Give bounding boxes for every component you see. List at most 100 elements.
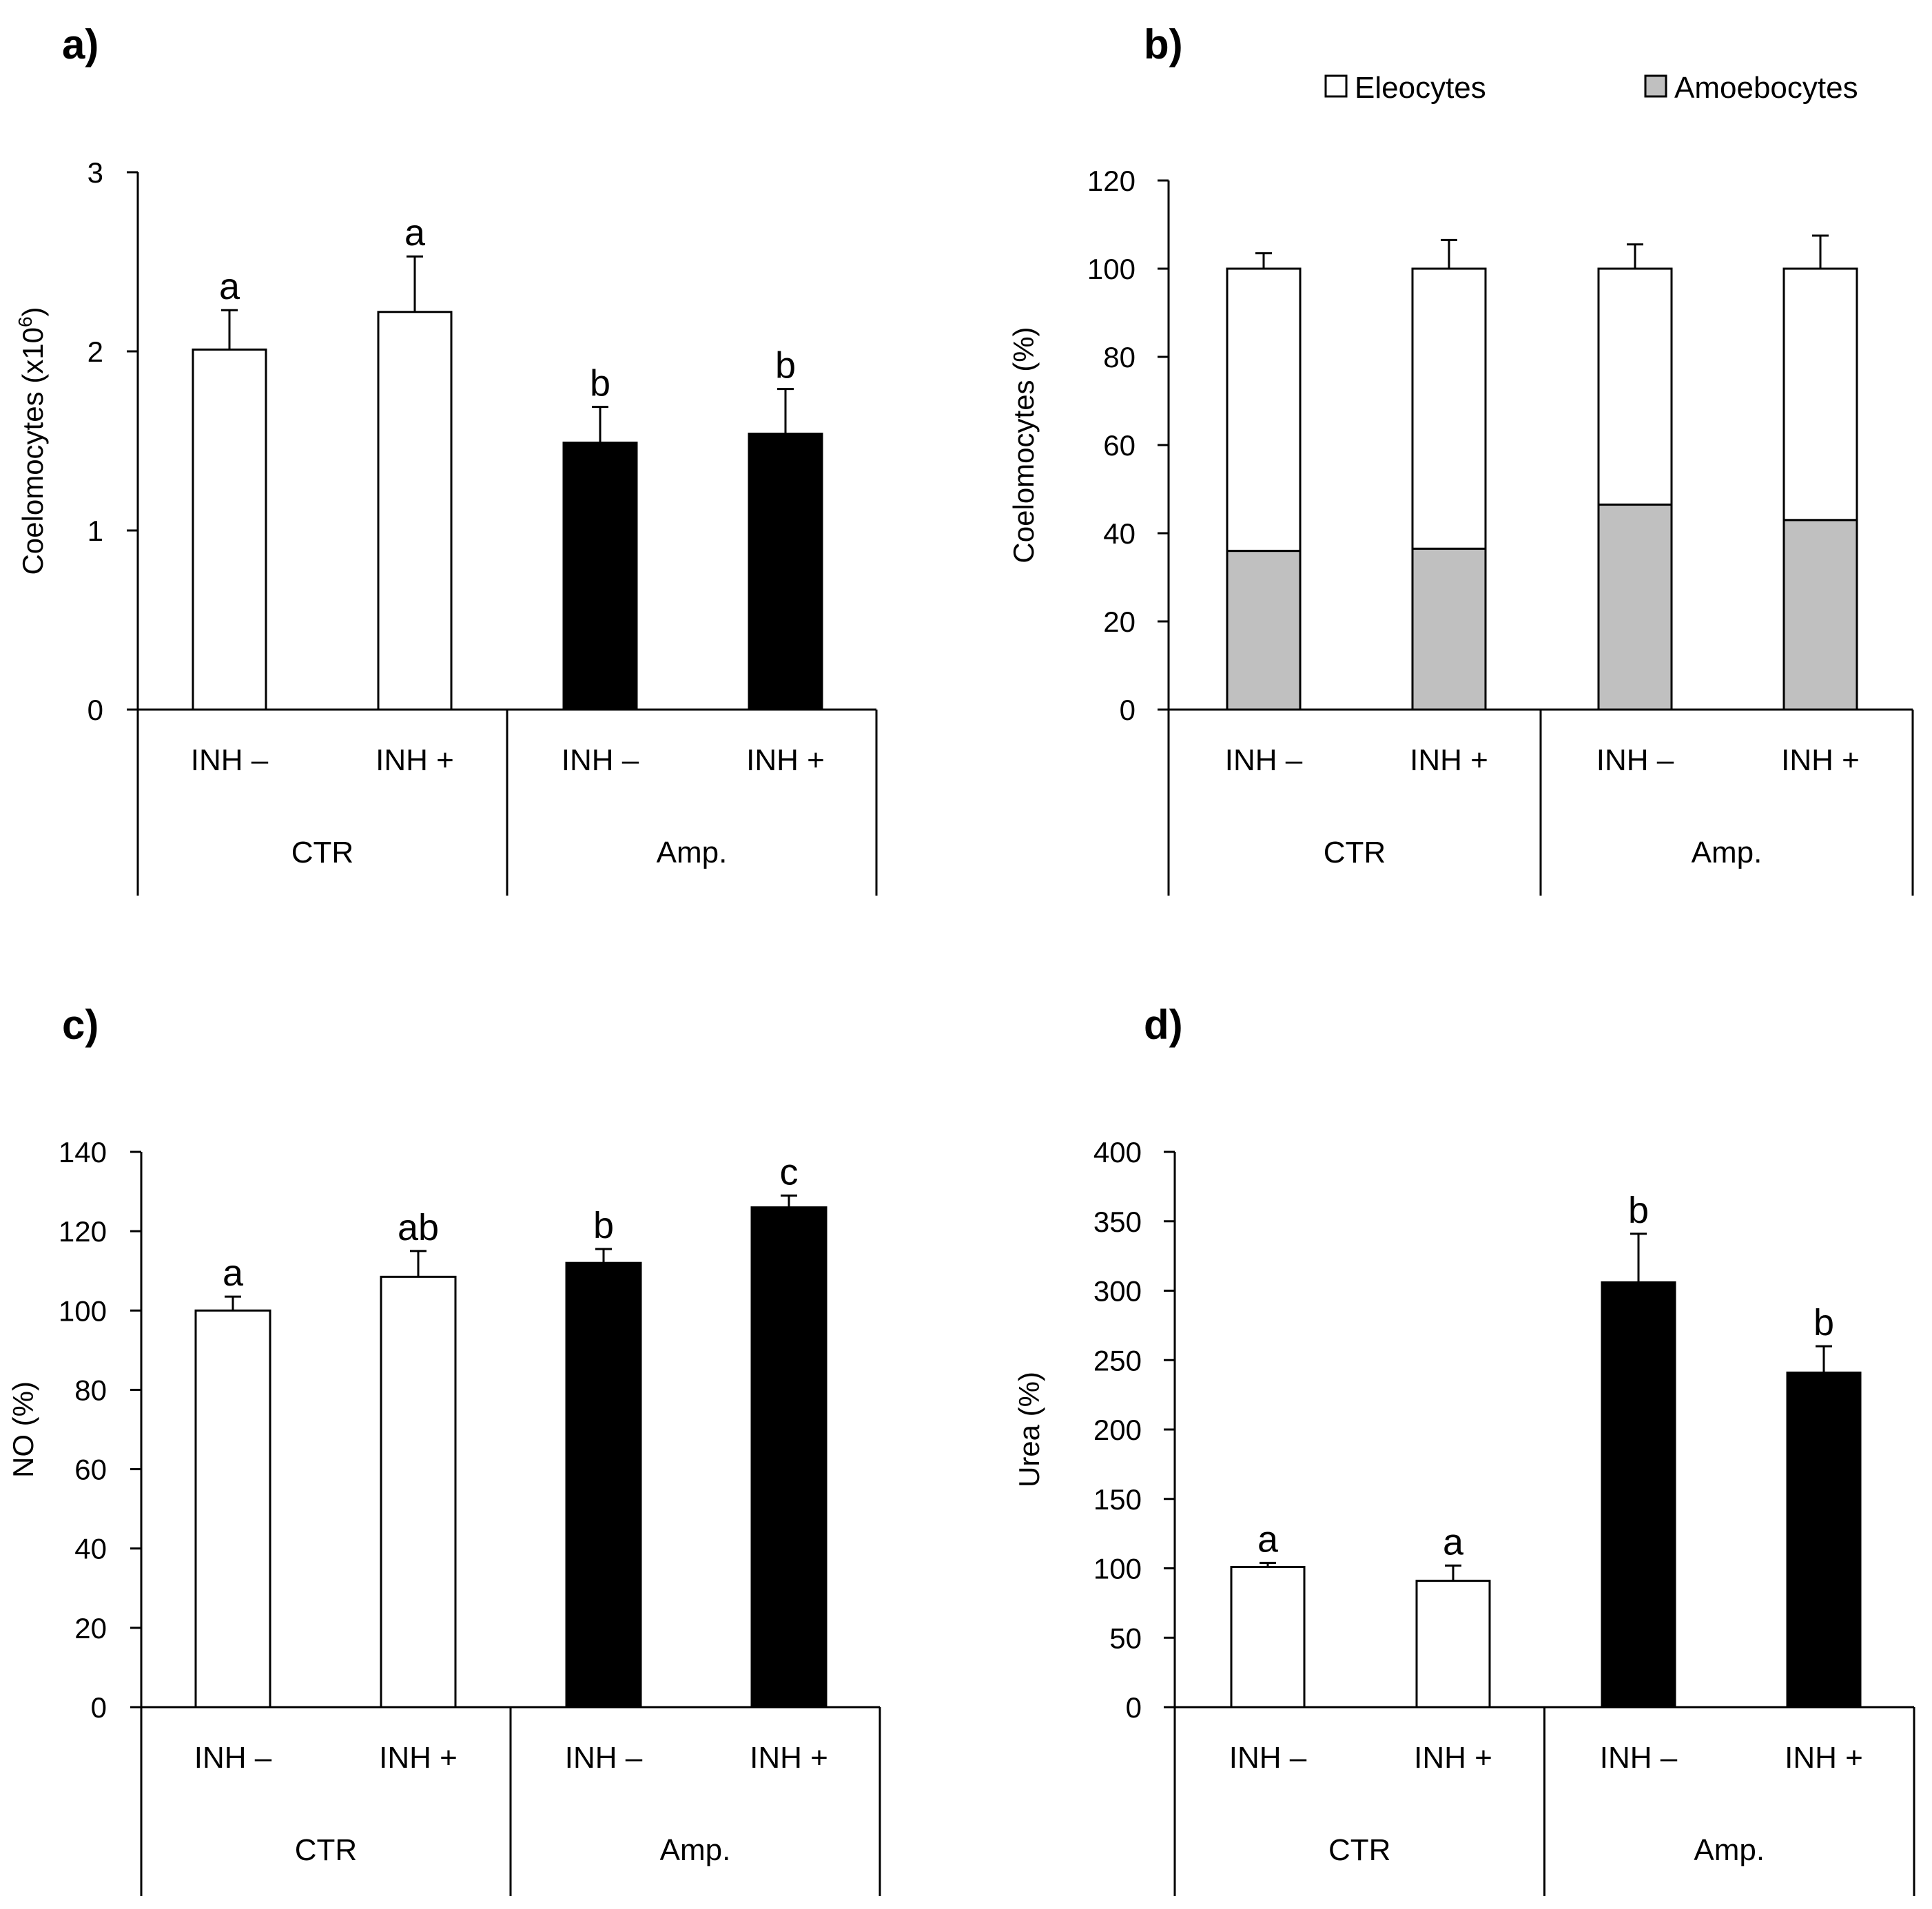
y-tick-label: 40 — [1103, 517, 1135, 550]
y-tick-label: 20 — [1103, 606, 1135, 638]
significance-label: a — [1443, 1521, 1464, 1562]
bar — [192, 348, 267, 711]
y-tick-label: 80 — [1103, 341, 1135, 373]
x-group-label: Amp. — [657, 836, 728, 869]
x-category-label: INH – — [1600, 1741, 1678, 1775]
significance-label: c — [780, 1151, 799, 1193]
x-category-label: INH – — [562, 743, 639, 777]
bar — [750, 1206, 828, 1709]
x-category-label: INH + — [379, 1741, 458, 1775]
chart-panel-a: a) 0 1 2 3 Coelomocytes (x106) INH – INH + INH –… — [14, 21, 878, 896]
x-category-label: INH – — [194, 1741, 272, 1775]
x-category-label: INH – — [565, 1741, 643, 1775]
y-tick-label: 150 — [1093, 1483, 1142, 1516]
y-axis-title-main: Coelomocytes (x10 — [17, 327, 49, 575]
y-tick-label: 0 — [88, 694, 103, 726]
y-axis-title-end: ) — [17, 307, 49, 316]
legend-label: Eleocytes — [1355, 71, 1486, 105]
bar — [1415, 1580, 1491, 1709]
y-tick-label: 20 — [74, 1612, 107, 1644]
bar — [1230, 1565, 1306, 1709]
y-axis-title-main: Urea (%) — [1013, 1372, 1045, 1487]
significance-label: ab — [398, 1207, 439, 1248]
y-tick-label: 120 — [59, 1215, 107, 1248]
significance-label: a — [404, 212, 426, 254]
bar-segment-eleocytes — [1411, 267, 1487, 550]
panel-label: c) — [62, 1002, 99, 1048]
panel-label: b) — [1144, 21, 1183, 68]
bar-segment-eleocytes — [1782, 267, 1858, 522]
bar — [380, 1275, 457, 1709]
x-category-label: INH – — [191, 743, 269, 777]
significance-label: b — [775, 345, 796, 386]
y-tick-label: 400 — [1093, 1136, 1142, 1168]
y-axis-title: Coelomocytes (%) — [1007, 327, 1040, 563]
significance-label: a — [223, 1252, 244, 1294]
x-group-label: CTR — [1328, 1833, 1390, 1867]
x-category-label: INH + — [750, 1741, 828, 1775]
y-axis-title: Coelomocytes (x106) — [14, 307, 49, 575]
bar — [1786, 1371, 1862, 1709]
x-group-label: Amp. — [1692, 836, 1763, 869]
chart-panel-c: c) 0 20 40 60 80 100 120 140 NO (%) INH – INH + INH … — [7, 1002, 881, 1896]
y-tick-label: 100 — [59, 1294, 107, 1327]
x-category-label: INH + — [1414, 1741, 1492, 1775]
y-tick-label: 80 — [74, 1374, 107, 1406]
x-group-label: CTR — [291, 836, 353, 869]
y-tick-label: 0 — [91, 1691, 107, 1724]
significance-label: b — [593, 1205, 614, 1246]
x-category-label: INH – — [1229, 1741, 1307, 1775]
x-group-label: CTR — [295, 1833, 357, 1867]
x-category-label: INH – — [1225, 743, 1303, 777]
bar-segment-amoebocytes — [1226, 550, 1302, 711]
y-tick-label: 100 — [1093, 1553, 1142, 1585]
bar-segment-eleocytes — [1597, 267, 1673, 506]
y-axis-title-main: Coelomocytes (%) — [1007, 327, 1040, 563]
significance-label: b — [590, 363, 610, 404]
bar-segment-amoebocytes — [1782, 519, 1858, 711]
significance-label: a — [219, 266, 240, 307]
x-category-label: INH + — [746, 743, 825, 777]
y-tick-label: 250 — [1093, 1344, 1142, 1376]
y-axis-title: NO (%) — [7, 1381, 39, 1478]
legend-swatch — [1644, 74, 1667, 98]
y-tick-label: 2 — [88, 336, 103, 368]
y-tick-label: 120 — [1087, 165, 1135, 197]
x-group-label: CTR — [1324, 836, 1386, 869]
bar — [1601, 1281, 1676, 1709]
bar-segment-amoebocytes — [1411, 547, 1487, 711]
y-tick-label: 350 — [1093, 1206, 1142, 1238]
bar-segment-eleocytes — [1226, 267, 1302, 553]
bar — [562, 442, 638, 711]
x-category-label: INH + — [376, 743, 454, 777]
x-category-label: INH + — [1410, 743, 1488, 777]
y-tick-label: 60 — [74, 1454, 107, 1486]
significance-label: a — [1257, 1518, 1279, 1560]
bar — [565, 1261, 642, 1709]
y-tick-label: 140 — [59, 1136, 107, 1168]
legend-swatch — [1324, 74, 1348, 98]
x-category-label: INH + — [1781, 743, 1860, 777]
bar — [748, 433, 823, 711]
y-axis-title-main: NO (%) — [7, 1381, 39, 1478]
y-tick-label: 60 — [1103, 429, 1135, 462]
y-tick-label: 3 — [88, 156, 103, 189]
x-category-label: INH + — [1785, 1741, 1863, 1775]
panel-label: d) — [1144, 1002, 1183, 1048]
y-tick-label: 0 — [1126, 1691, 1142, 1724]
y-tick-label: 40 — [74, 1533, 107, 1565]
x-group-label: Amp. — [660, 1833, 731, 1867]
bar-segment-amoebocytes — [1597, 503, 1673, 711]
legend-label: Amoebocytes — [1674, 71, 1858, 105]
y-axis-title: Urea (%) — [1013, 1372, 1045, 1487]
chart-panel-d: d) 0 50 100 150 200 250 300 350 400 Urea (%) INH – I… — [1013, 1002, 1915, 1896]
significance-label: b — [1628, 1190, 1649, 1231]
panel-label: a) — [62, 21, 99, 68]
y-tick-label: 100 — [1087, 253, 1135, 285]
y-tick-label: 300 — [1093, 1275, 1142, 1308]
y-tick-label: 200 — [1093, 1414, 1142, 1446]
y-tick-label: 1 — [88, 515, 103, 547]
chart-panel-b: b) 0 20 40 60 80 100 120 Coelomocytes (%) INH – IN… — [1007, 21, 1914, 896]
y-tick-label: 0 — [1120, 694, 1135, 726]
